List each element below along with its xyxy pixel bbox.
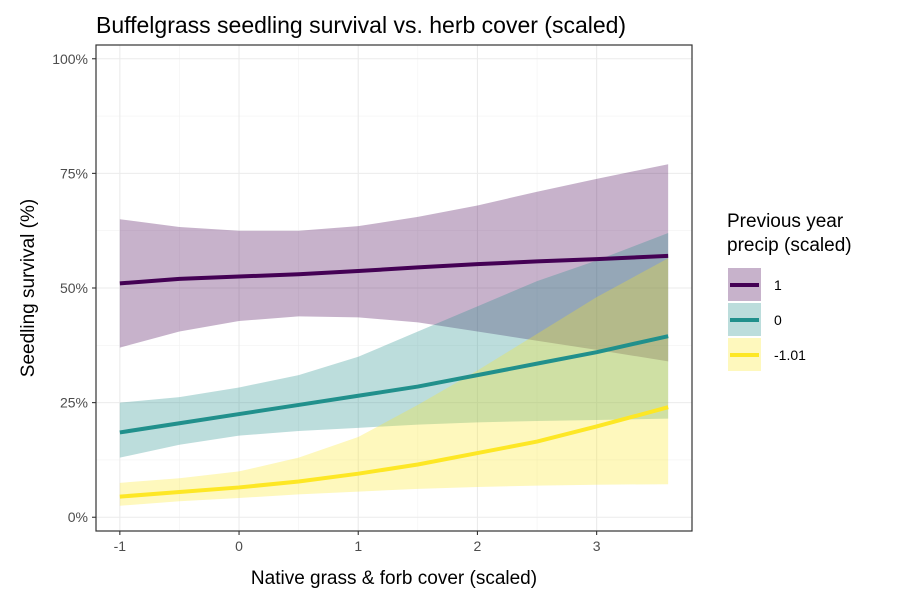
y-tick-label: 75% [60, 165, 88, 181]
axes: 0% 25% 50% 75% 100% -1 0 1 2 3 [52, 51, 601, 554]
x-tick-label: 0 [235, 538, 243, 554]
x-tick-label: 2 [474, 538, 482, 554]
y-tick-label: 25% [60, 395, 88, 411]
legend-title-line1: Previous year [727, 211, 844, 232]
legend-label: 0 [774, 312, 782, 328]
x-tick-label: 3 [593, 538, 601, 554]
y-tick-label: 0% [68, 509, 88, 525]
x-tick-label: 1 [354, 538, 362, 554]
legend-label: -1.01 [774, 347, 806, 363]
line-series-1 [119, 334, 669, 435]
chart-title: Buffelgrass seedling survival vs. herb c… [96, 12, 626, 38]
series-lines [119, 253, 669, 499]
ribbon-series-1 [119, 232, 669, 458]
y-axis-title: Seedling survival (%) [18, 199, 39, 377]
legend: Previous year precip (scaled) 1 0 -1.01 [727, 211, 852, 371]
y-tick-label: 100% [52, 51, 88, 67]
legend-label: 1 [774, 277, 782, 293]
ribbon-series-0 [119, 164, 669, 362]
x-axis-title: Native grass & forb cover (scaled) [251, 568, 537, 589]
y-tick-label: 50% [60, 280, 88, 296]
grid [96, 45, 692, 531]
line-series-0 [119, 253, 669, 286]
line-series-2 [119, 405, 669, 499]
x-tick-label: -1 [114, 538, 127, 554]
legend-title-line2: precip (scaled) [727, 235, 852, 256]
